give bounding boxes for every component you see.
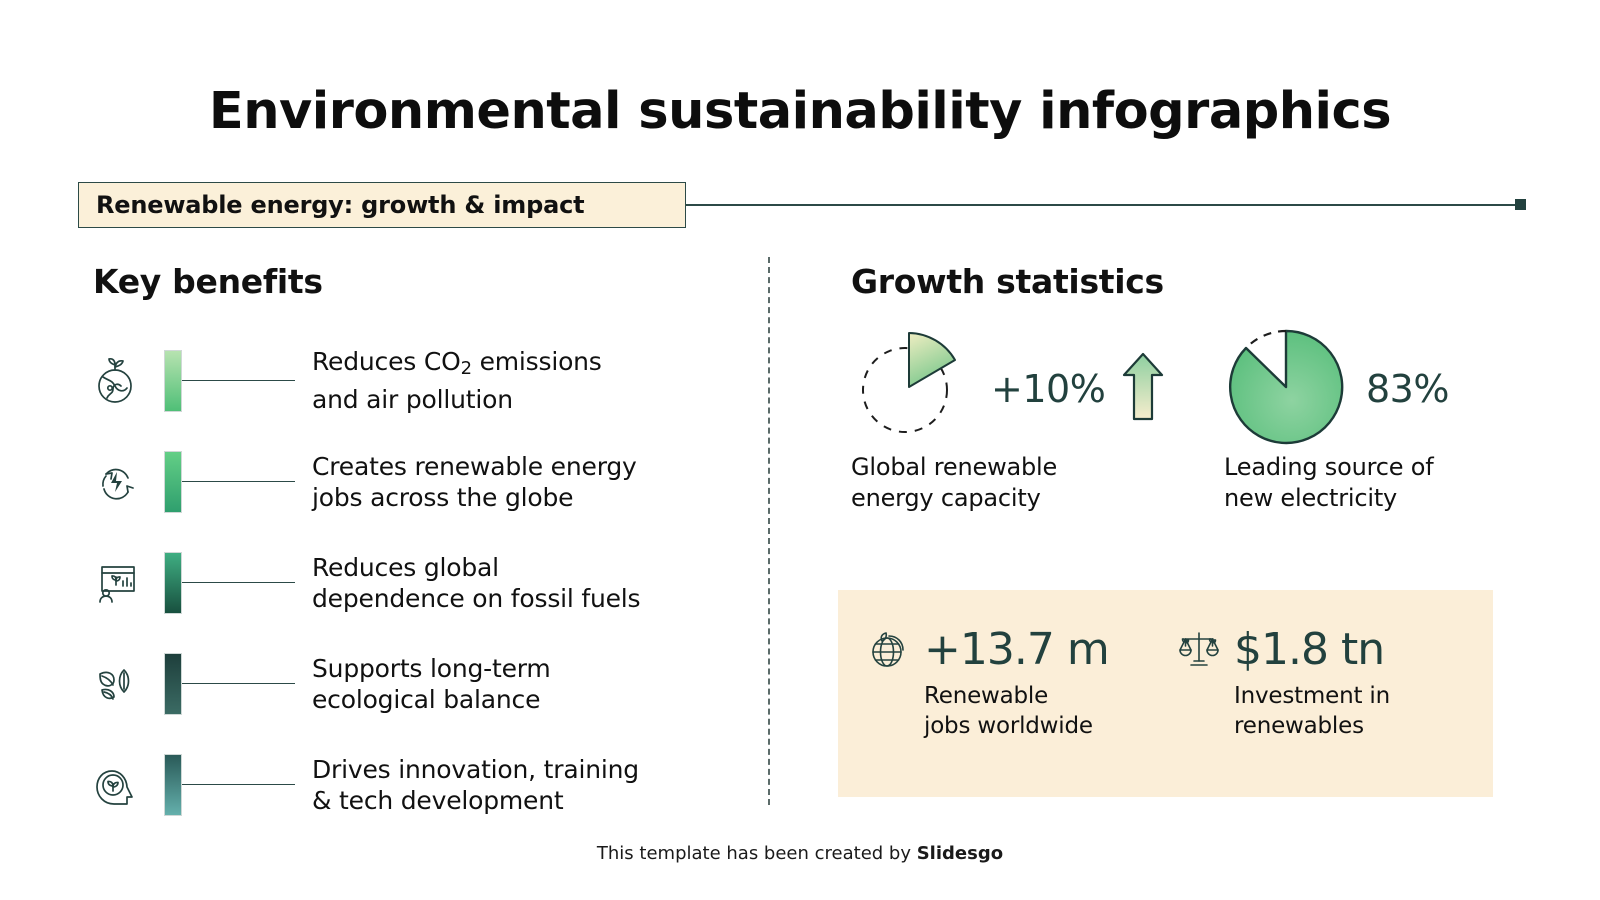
- page-title: Environmental sustainability infographic…: [208, 82, 1392, 141]
- benefit-leader-line: [182, 581, 295, 584]
- banner-connector-line: [686, 204, 1517, 207]
- benefit-label: Supports long-term ecological balance: [312, 653, 551, 714]
- key-benefits-list: Reduces CO2 emissions and air pollution C…: [88, 330, 728, 835]
- benefit-item: Supports long-term ecological balance: [88, 633, 728, 734]
- balance-scale-icon: [1176, 627, 1222, 673]
- stat-caption: Leading source of new electricity: [1224, 453, 1434, 512]
- stat-caption: Global renewable energy capacity: [851, 453, 1058, 512]
- benefit-item: Reduces global dependence on fossil fuel…: [88, 532, 728, 633]
- benefit-color-bar: [164, 349, 182, 412]
- stat-leading-source: 83% Leading source of new electricity: [1224, 329, 1449, 514]
- benefit-label: Reduces global dependence on fossil fuel…: [312, 552, 641, 613]
- highlight-value: +13.7 m: [924, 624, 1110, 675]
- benefit-color-bar: [164, 753, 182, 816]
- globe-sprout-icon: [88, 353, 144, 409]
- benefit-label: Creates renewable energy jobs across the…: [312, 451, 637, 512]
- benefit-color-bar: [164, 551, 182, 614]
- highlight-top: $1.8 tn: [1176, 624, 1390, 675]
- highlight-investment: $1.8 tn Investment in renewables: [1176, 624, 1390, 741]
- stat-value-share: 83%: [1366, 367, 1449, 411]
- pie-chart-large-icon: [1224, 325, 1348, 454]
- pie-wedge-small-icon: [851, 328, 969, 451]
- highlight-value: $1.8 tn: [1234, 624, 1385, 675]
- two-leaves-icon: [88, 656, 144, 712]
- benefit-item: Reduces CO2 emissions and air pollution: [88, 330, 728, 431]
- recycle-bolt-icon: [88, 454, 144, 510]
- growth-statistics-group: +10% Global renewable energy capacity: [851, 329, 1511, 512]
- up-arrow-icon: [1121, 351, 1165, 428]
- benefit-color-bar: [164, 652, 182, 715]
- benefit-leader-line: [182, 682, 295, 685]
- benefit-color-bar: [164, 450, 182, 513]
- highlight-top: +13.7 m: [866, 624, 1110, 675]
- column-divider: [768, 257, 770, 805]
- stat-visual: +10%: [851, 330, 1165, 448]
- stat-row: +10% Global renewable energy capacity: [851, 329, 1511, 512]
- presentation-chart-plant-icon: [88, 555, 144, 611]
- benefit-leader-line: [182, 379, 295, 382]
- benefit-leader-line: [182, 783, 295, 786]
- benefit-label: Reduces CO2 emissions and air pollution: [312, 347, 602, 414]
- globe-leaf-icon: [866, 627, 912, 673]
- highlight-box: +13.7 m Renewable jobs worldwide: [838, 590, 1493, 797]
- highlight-renewable-jobs: +13.7 m Renewable jobs worldwide: [866, 624, 1110, 741]
- banner-endcap-square: [1515, 199, 1526, 210]
- section-banner: Renewable energy: growth & impact: [78, 182, 1528, 230]
- stat-value-growth: +10%: [991, 367, 1106, 411]
- section-banner-box: Renewable energy: growth & impact: [78, 182, 686, 228]
- highlight-caption: Investment in renewables: [1234, 683, 1390, 739]
- key-benefits-heading: Key benefits: [93, 262, 323, 301]
- head-plant-idea-icon: [88, 757, 144, 813]
- footer: This template has been created by Slides…: [0, 843, 1600, 864]
- benefit-item: Drives innovation, training & tech devel…: [88, 734, 728, 835]
- stat-global-capacity: +10% Global renewable energy capacity: [851, 330, 1165, 514]
- footer-text: This template has been created by: [596, 843, 917, 864]
- benefit-item: Creates renewable energy jobs across the…: [88, 431, 728, 532]
- benefit-label: Drives innovation, training & tech devel…: [312, 754, 639, 815]
- footer-brand: Slidesgo: [916, 843, 1004, 864]
- stat-visual: 83%: [1224, 329, 1449, 448]
- growth-statistics-heading: Growth statistics: [851, 262, 1164, 301]
- highlight-caption: Renewable jobs worldwide: [924, 683, 1093, 739]
- section-banner-label: Renewable energy: growth & impact: [96, 191, 585, 219]
- benefit-leader-line: [182, 480, 295, 483]
